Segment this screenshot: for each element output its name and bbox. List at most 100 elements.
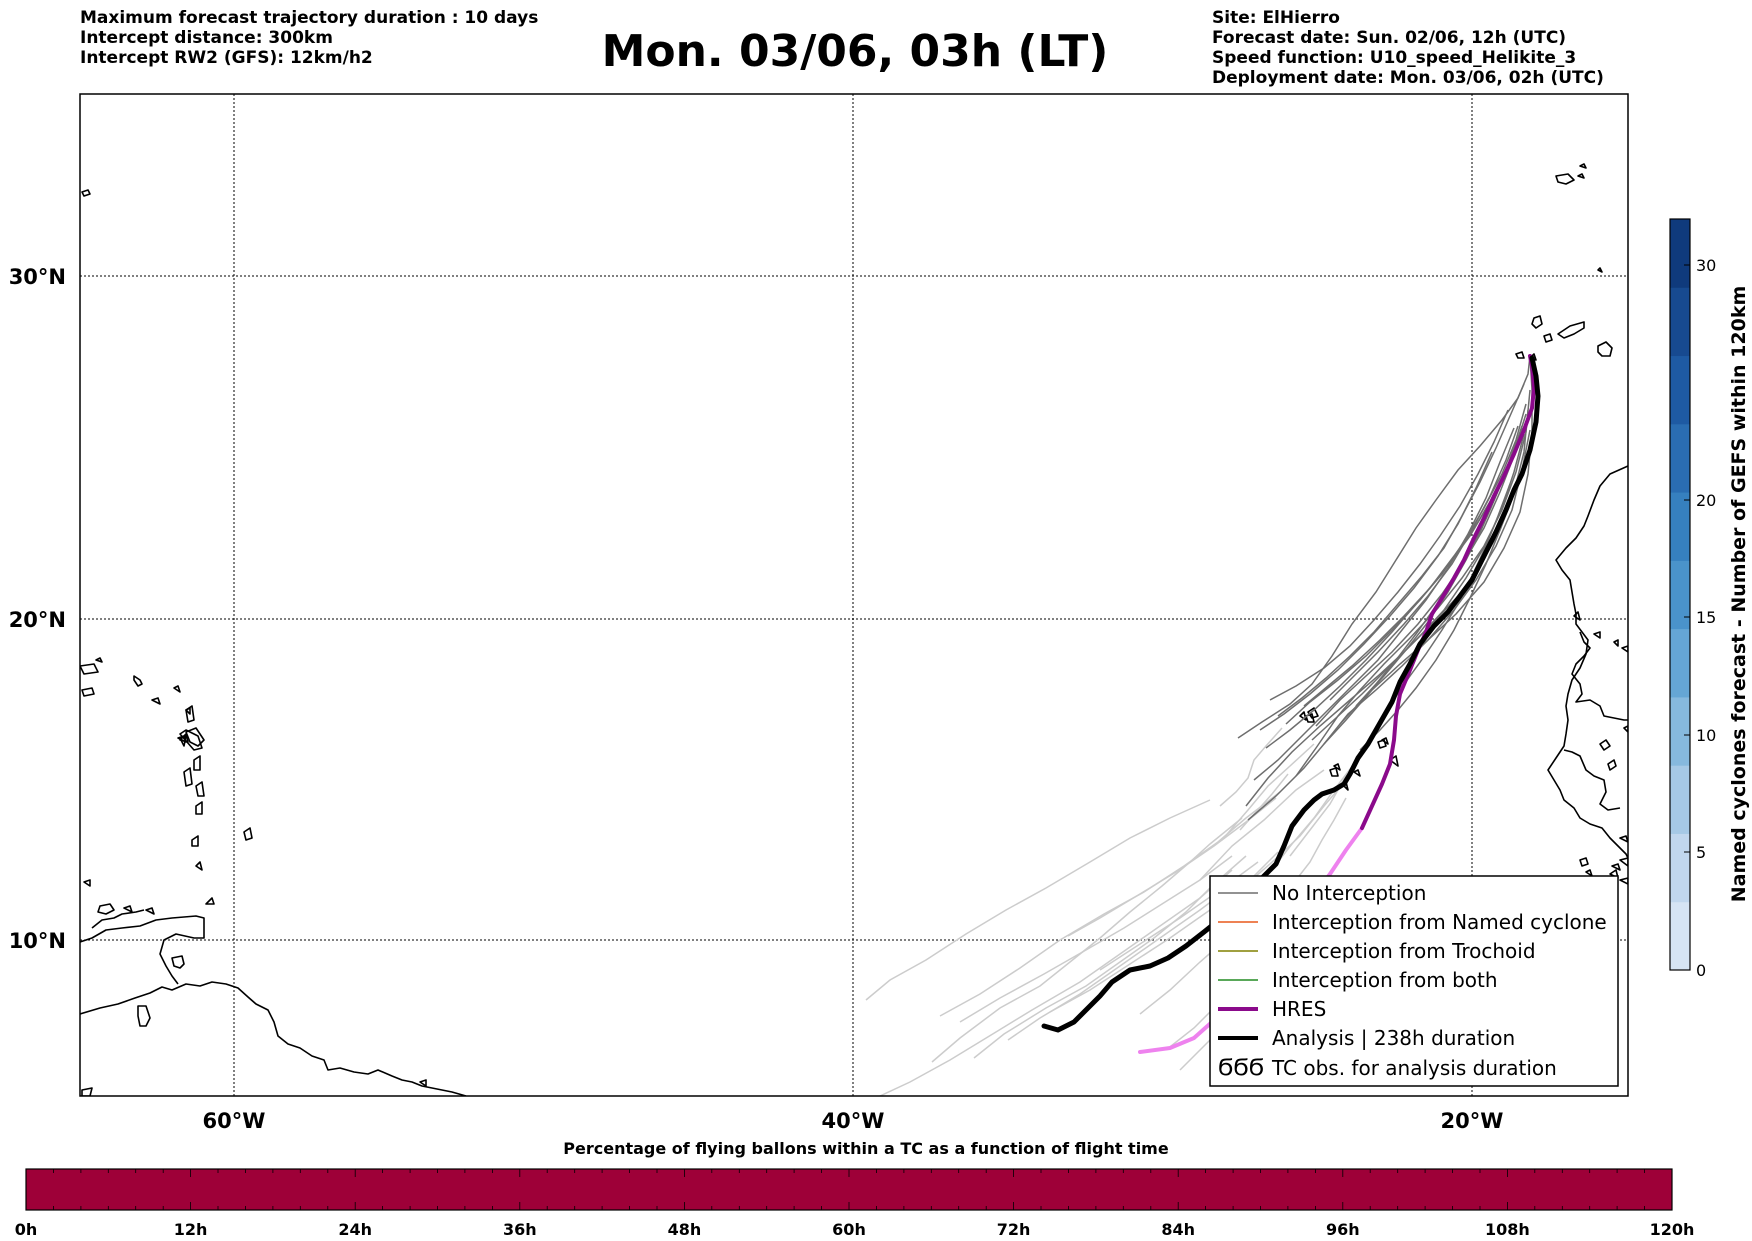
caribbean-coast-2	[91, 909, 145, 929]
forecast-date-text: Forecast date: Sun. 02/06, 12h (UTC)	[1212, 28, 1567, 48]
progress-tick-label: 48h	[668, 1220, 702, 1239]
africa-cape-verde-4	[1619, 857, 1628, 867]
colorbar-segment	[1670, 628, 1690, 698]
canary-island-5	[1515, 351, 1525, 359]
island-caribbean-5	[83, 879, 91, 887]
colorbar-segment	[1670, 287, 1690, 357]
trinidad-island	[171, 955, 185, 969]
coastlines	[80, 163, 1628, 1096]
africa-islands-6	[1611, 863, 1621, 871]
legend-label-hres: HRES	[1272, 997, 1326, 1021]
colorbar-frame	[1669, 218, 1691, 971]
latitude-labels: 30°N 20°N 10°N	[9, 265, 66, 953]
lon-label-20w: 20°W	[1441, 1109, 1504, 1133]
island-st-lucia	[195, 801, 203, 815]
island-leeward-2	[183, 767, 193, 787]
progress-tick-label: 24h	[338, 1220, 372, 1239]
lat-label-30n: 30°N	[9, 265, 66, 289]
progress-tick-label: 120h	[1650, 1220, 1695, 1239]
intercept-distance-text: Intercept distance: 300km	[80, 28, 333, 48]
colorbar-tick-15: 15	[1696, 608, 1716, 627]
island-saba	[173, 685, 181, 693]
colorbar-segment	[1670, 696, 1690, 766]
header-info-right: Site: ElHierro Forecast date: Sun. 02/06…	[1212, 8, 1604, 88]
progress-tick-label: 36h	[503, 1220, 537, 1239]
deployment-date-text: Deployment date: Mon. 03/06, 02h (UTC)	[1212, 68, 1604, 88]
colorbar-label: Named cyclones forecast - Number of GEFS…	[1728, 286, 1750, 903]
legend-label-named-cyclone: Interception from Named cyclone	[1272, 910, 1607, 934]
tc-percentage-bar: Percentage of flying ballons within a TC…	[15, 1139, 1695, 1239]
colorbar-segment	[1670, 492, 1690, 561]
africa-islands-2	[1593, 631, 1601, 639]
colorbar-segment	[1670, 560, 1690, 630]
intercept-rw2-text: Intercept RW2 (GFS): 12km/h2	[80, 48, 373, 68]
africa-islands-4	[1621, 645, 1628, 653]
madeira-3	[1579, 163, 1587, 169]
lat-label-20n: 20°N	[9, 608, 66, 632]
cape-verde-islands	[1579, 857, 1589, 867]
max-duration-text: Maximum forecast trajectory duration : 1…	[80, 8, 539, 28]
madeira-1	[1555, 173, 1575, 185]
south-america-coast	[80, 981, 467, 1096]
africa-islands-3	[1613, 639, 1619, 647]
island-caribbean-4	[123, 905, 133, 913]
island-martinique	[195, 781, 205, 797]
colorbar-tick-0: 0	[1696, 961, 1706, 980]
cape-verde-island-8	[1333, 763, 1341, 771]
colorbar-tick-20: 20	[1696, 491, 1716, 510]
island-anguilla	[151, 697, 161, 705]
island-nw-2	[81, 687, 95, 697]
africa-islands-1	[1573, 611, 1581, 621]
progress-tick-label: 12h	[174, 1220, 208, 1239]
header-info-left: Maximum forecast trajectory duration : 1…	[80, 8, 538, 68]
progress-tick-label: 108h	[1485, 1220, 1530, 1239]
map-plot-area: No Interception Interception from Named …	[9, 93, 1629, 1133]
colorbar: 0 5 10 15 20 30 Named cyclones forecast …	[1669, 218, 1750, 980]
island-st-vincent	[191, 835, 199, 847]
africa-islands-7	[1619, 877, 1628, 885]
africa-islands-8	[1585, 869, 1593, 877]
progress-tick-label: 96h	[1326, 1220, 1360, 1239]
colorbar-segments	[1670, 219, 1690, 971]
cape-verde-island-2	[1329, 767, 1339, 777]
longitude-labels: 60°W 40°W 20°W	[203, 1109, 1504, 1133]
speed-function-text: Speed function: U10_speed_Helikite_3	[1212, 48, 1577, 68]
venezuela-gulf	[80, 915, 205, 985]
hres-track	[1360, 354, 1536, 830]
progress-tick-label: 60h	[832, 1220, 866, 1239]
page-title: Mon. 03/06, 03h (LT)	[601, 26, 1109, 77]
island-trinidad-2	[137, 1005, 151, 1027]
island-se-1	[419, 1079, 427, 1087]
margarita-island	[97, 903, 115, 915]
island-barbuda	[185, 707, 191, 715]
island-barbados	[243, 827, 253, 841]
island-se-2	[81, 1087, 93, 1096]
island-grenada	[195, 861, 203, 871]
legend-label-both: Interception from both	[1272, 968, 1498, 992]
canary-island-1	[1531, 315, 1543, 329]
cape-verde-island-7	[1307, 707, 1319, 719]
legend-label-tc-obs: TC obs. for analysis duration	[1271, 1056, 1557, 1080]
site-text: Site: ElHierro	[1212, 8, 1340, 28]
canary-island-2	[1557, 321, 1585, 339]
lat-label-10n: 10°N	[9, 929, 66, 953]
legend-label-trochoid: Interception from Trochoid	[1272, 939, 1536, 963]
island-virgin	[133, 675, 143, 687]
progress-title: Percentage of flying ballons within a TC…	[563, 1139, 1169, 1158]
progress-tick-labels: 0h 12h 24h 36h 48h 60h 72h 84h 96h 108h 120h	[15, 1220, 1695, 1239]
colorbar-segment	[1670, 423, 1690, 493]
island-leeward-3	[179, 729, 203, 751]
cape-verde-island-9	[1381, 737, 1389, 745]
legend: No Interception Interception from Named …	[1209, 875, 1619, 1087]
analysis-track	[1041, 355, 1541, 1033]
canary-island-3	[1597, 341, 1613, 357]
progress-frame	[25, 1168, 1673, 1211]
lon-label-60w: 60°W	[203, 1109, 266, 1133]
africa-coast-detail-1	[1571, 631, 1628, 721]
madeira-4	[1597, 267, 1603, 273]
legend-label-analysis: Analysis | 238h duration	[1272, 1026, 1515, 1050]
madeira-2	[1577, 173, 1585, 179]
colorbar-tick-5: 5	[1696, 843, 1706, 862]
africa-cape-verde-3	[1619, 835, 1628, 843]
